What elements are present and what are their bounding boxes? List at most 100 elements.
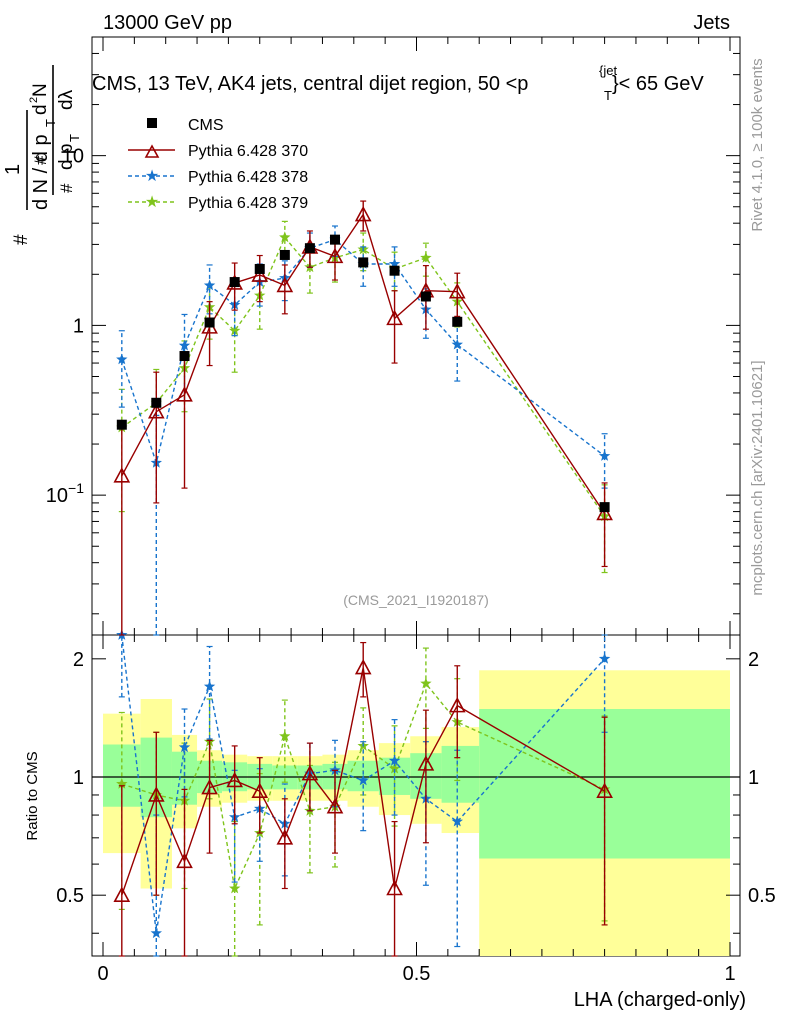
svg-text:d N / d p: d N / d p	[30, 134, 52, 210]
ratio-point	[388, 754, 401, 766]
data-point	[448, 282, 466, 299]
data-point	[326, 247, 344, 264]
series-line	[121, 212, 606, 514]
ratio-point	[113, 886, 131, 902]
data-point	[116, 353, 128, 365]
data-point	[279, 231, 291, 243]
cms-data-point	[229, 277, 240, 288]
data-point	[420, 251, 432, 263]
ratio-y-tick-label: 1	[748, 767, 759, 789]
data-point	[598, 450, 611, 461]
ratio-point	[451, 815, 463, 827]
ratio-point	[203, 680, 216, 692]
ratio-line	[121, 682, 605, 891]
svg-text:dλ: dλ	[56, 89, 77, 110]
ratio-y-tick-label: 2	[748, 649, 759, 671]
cms-data-point	[329, 234, 340, 245]
cms-data-point	[204, 317, 215, 328]
data-point	[596, 504, 613, 521]
svg-text:T: T	[67, 134, 82, 142]
data-point	[276, 276, 294, 293]
svg-text:}< 65 GeV: }< 65 GeV	[612, 73, 704, 95]
svg-text:#: #	[57, 183, 76, 193]
ratio-point	[276, 829, 294, 845]
x-tick-label: 0	[97, 963, 108, 985]
ratio-point	[417, 755, 435, 771]
cms-data-point	[254, 263, 265, 274]
svg-text:★: ★	[145, 168, 159, 185]
main-y-tick-label: 1	[73, 315, 84, 337]
data-point	[113, 467, 131, 483]
legend-label-pythia-379: Pythia 6.428 379	[188, 195, 308, 212]
ratio-point	[354, 658, 372, 675]
ratio-axis-label: Ratio to CMS	[24, 751, 41, 840]
header-energy-label: 13000 GeV pp	[103, 12, 232, 34]
header-jets-label: Jets	[693, 12, 730, 34]
analysis-id-label: (CMS_2021_I1920187)	[343, 592, 489, 608]
x-tick-label: 0.5	[403, 963, 431, 985]
data-point	[451, 338, 463, 350]
cms-data-point	[389, 265, 400, 276]
cms-data-point	[420, 291, 431, 302]
legend-item-pythia-379: ★ Pythia 6.428 379	[128, 194, 308, 212]
svg-text:★: ★	[145, 194, 159, 211]
data-point	[386, 309, 403, 326]
ratio-point	[150, 927, 162, 939]
svg-text:N: N	[30, 83, 51, 97]
main-y-tick-label: 10−1	[46, 480, 84, 507]
ratio-series-pythia-6-428-370	[113, 641, 613, 957]
ratio-point	[229, 882, 241, 894]
cms-data-point	[116, 419, 127, 430]
legend-label-cms: CMS	[188, 117, 224, 134]
ratio-point	[147, 786, 165, 802]
legend-label-pythia-370: Pythia 6.428 370	[188, 143, 308, 160]
ratio-point	[357, 774, 369, 786]
x-axis-label: LHA (charged-only)	[574, 989, 746, 1011]
ratio-y-tick-label: 0.5	[748, 885, 776, 907]
band-inner	[441, 745, 480, 803]
data-point	[251, 266, 269, 282]
legend: CMS Pythia 6.428 370 ★ Pythia 6.428 378 …	[128, 117, 308, 212]
legend-item-cms: CMS	[147, 117, 224, 134]
ratio-line	[121, 634, 606, 934]
cms-data-point	[151, 397, 162, 408]
main-y-tick-label: 10	[62, 146, 84, 168]
cms-data-point	[358, 257, 369, 268]
legend-label-pythia-378: Pythia 6.428 378	[188, 169, 308, 186]
cms-data-point	[279, 249, 290, 260]
ratio-point	[279, 730, 291, 742]
series-line	[121, 238, 606, 466]
mcplots-credit-label: mcplots.cern.ch [arXiv:2401.10621]	[749, 360, 766, 595]
ratio-point	[596, 782, 613, 799]
series-marks	[113, 200, 613, 957]
svg-text:d p: d p	[56, 144, 77, 170]
cms-data-point	[452, 316, 463, 327]
ratio-y-tick-label: 1	[73, 767, 84, 789]
ratio-point	[598, 652, 611, 664]
data-point	[176, 386, 193, 402]
ratio-point	[301, 764, 319, 781]
ratio-point	[420, 677, 432, 689]
cms-data-point	[304, 243, 315, 254]
ratio-point	[178, 741, 191, 753]
data-point	[354, 205, 372, 222]
svg-text:{jet: {jet	[599, 63, 617, 78]
axis-ticks: 10−1 1 10 0 0.5 1 0.5 0.5 1 1 2 2	[46, 36, 776, 985]
legend-item-pythia-370: Pythia 6.428 370	[128, 143, 308, 160]
data-point	[203, 279, 216, 291]
series-pythia-6-428-378	[116, 225, 611, 636]
ratio-point	[448, 696, 466, 713]
cms-data-point	[599, 502, 610, 513]
data-point	[388, 258, 401, 269]
svg-text:d: d	[30, 104, 51, 115]
cms-data-point	[179, 351, 190, 362]
series-cms-data	[116, 234, 610, 513]
svg-text:1: 1	[2, 164, 24, 175]
svg-text:CMS, 13 TeV, AK4 jets, central: CMS, 13 TeV, AK4 jets, central dijet reg…	[92, 73, 528, 95]
data-point	[178, 339, 191, 351]
svg-text:T: T	[43, 119, 58, 127]
ratio-y-tick-label: 0.5	[56, 885, 84, 907]
svg-text:2: 2	[28, 97, 40, 103]
ratio-point	[226, 771, 244, 788]
